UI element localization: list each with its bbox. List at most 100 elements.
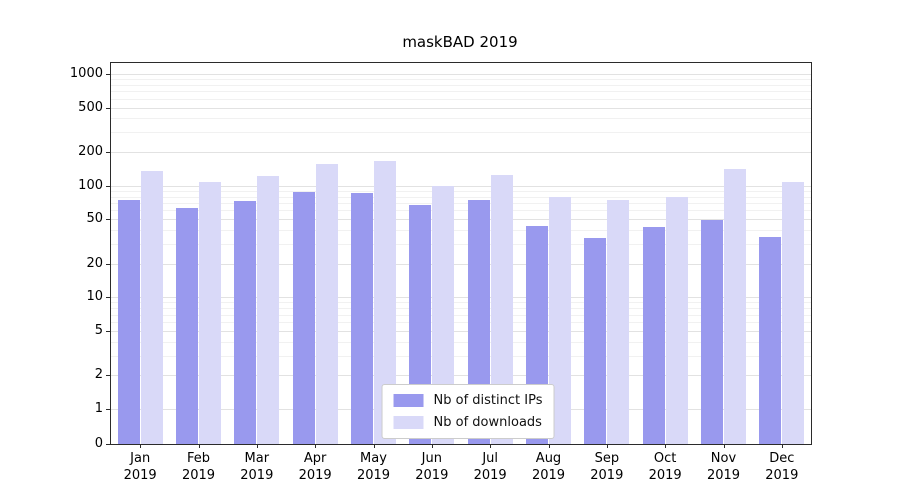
x-tick-mark — [373, 444, 375, 448]
x-tick-label: Jan 2019 — [111, 450, 169, 484]
gridline-major — [111, 107, 811, 109]
x-tick-year: 2019 — [531, 468, 566, 483]
x-tick-label: Jun 2019 — [403, 450, 461, 484]
y-tick-mark — [106, 444, 110, 445]
x-tick-label: Mar 2019 — [228, 450, 286, 484]
bar-nb-of-downloads-may — [374, 161, 396, 444]
x-tick-year: 2019 — [765, 468, 799, 483]
bar-nb-of-downloads-jul — [490, 174, 513, 444]
y-tick-label: 200 — [78, 144, 103, 160]
legend: Nb of distinct IPs Nb of downloads — [381, 384, 555, 439]
gridline-minor — [111, 308, 811, 310]
x-tick-month: Aug — [535, 451, 562, 466]
gridline-major — [111, 152, 811, 154]
y-tick-mark — [106, 185, 110, 187]
y-tick-mark — [106, 152, 110, 154]
bar-nb-of-distinct-ips-dec — [759, 236, 782, 444]
gridline-minor — [111, 190, 811, 192]
x-tick-year: 2019 — [415, 468, 449, 483]
x-tick-label: Jul 2019 — [461, 450, 519, 484]
x-tick-year: 2019 — [590, 468, 624, 483]
x-tick-month: Oct — [653, 451, 677, 466]
x-tick-year: 2019 — [240, 468, 274, 483]
x-tick-mark — [665, 444, 667, 448]
x-tick-mark — [723, 444, 725, 448]
x-tick-mark — [198, 444, 200, 448]
x-tick-month: Nov — [710, 451, 737, 466]
y-tick-mark — [106, 375, 110, 377]
gridline-minor — [111, 314, 811, 316]
x-tick-label: May 2019 — [344, 450, 402, 484]
x-tick-label: Oct 2019 — [636, 450, 694, 484]
gridline-minor — [111, 210, 811, 212]
y-tick-mark — [106, 219, 110, 221]
x-tick-year: 2019 — [473, 468, 507, 483]
x-tick-label: Apr 2019 — [286, 450, 344, 484]
x-tick-year: 2019 — [706, 468, 741, 483]
x-tick-mark — [781, 444, 783, 448]
bar-nb-of-distinct-ips-oct — [642, 226, 665, 444]
x-tick-month: Feb — [186, 451, 210, 466]
legend-entry-downloads: Nb of downloads — [393, 415, 543, 430]
gridline-major — [111, 219, 811, 221]
x-tick-year: 2019 — [123, 468, 157, 483]
x-tick-year: 2019 — [648, 468, 682, 483]
gridline-minor — [111, 196, 811, 198]
gridline-major — [111, 375, 811, 377]
bar-nb-of-distinct-ips-feb — [176, 208, 198, 444]
gridline-minor — [111, 202, 811, 204]
legend-label-distinct-ips: Nb of distinct IPs — [433, 393, 543, 408]
x-tick-year: 2019 — [298, 468, 332, 483]
gridline-major — [111, 297, 811, 299]
bars-layer — [111, 63, 811, 444]
x-tick-mark — [548, 444, 550, 448]
x-tick-mark — [140, 444, 142, 448]
gridline-minor — [111, 230, 811, 232]
bar-nb-of-downloads-jun — [432, 185, 455, 444]
y-tick-mark — [106, 263, 110, 265]
bar-nb-of-downloads-jan — [140, 171, 163, 444]
legend-swatch-downloads — [393, 416, 424, 429]
x-tick-mark — [606, 444, 608, 448]
x-tick-label: Dec 2019 — [753, 450, 811, 484]
gridline-minor — [111, 118, 811, 120]
gridline-major — [111, 185, 811, 187]
bar-nb-of-distinct-ips-jan — [117, 199, 140, 444]
y-tick-label: 50 — [86, 211, 103, 227]
legend-swatch-distinct-ips — [393, 394, 424, 407]
y-tick-mark — [106, 74, 110, 76]
bar-nb-of-distinct-ips-sep — [584, 238, 607, 444]
bar-nb-of-distinct-ips-apr — [292, 192, 315, 444]
y-tick-label: 5 — [94, 322, 103, 338]
bar-nb-of-downloads-sep — [607, 199, 630, 444]
x-tick-mark — [256, 444, 258, 448]
gridline-minor — [111, 79, 811, 81]
y-tick-mark — [106, 107, 110, 109]
gridline-minor — [111, 132, 811, 134]
gridline-minor — [111, 302, 811, 304]
y-tick-label: 500 — [78, 99, 103, 115]
x-tick-year: 2019 — [356, 468, 391, 483]
plot-area: Nb of distinct IPs Nb of downloads 0 1 2 5 1… — [70, 62, 812, 483]
x-tick-month: Jan — [130, 451, 151, 466]
bar-nb-of-downloads-nov — [724, 169, 746, 444]
y-tick-label: 1000 — [69, 66, 103, 82]
gridline-minor — [111, 322, 811, 324]
gridline-minor — [111, 84, 811, 86]
x-tick-month: Sep — [594, 451, 620, 466]
legend-entry-distinct-ips: Nb of distinct IPs — [393, 393, 543, 408]
bar-nb-of-distinct-ips-jul — [467, 200, 490, 444]
x-tick-month: Jul — [482, 451, 498, 466]
gridline-major — [111, 330, 811, 332]
bar-nb-of-downloads-mar — [257, 176, 280, 444]
y-tick-label: 1 — [94, 400, 103, 416]
x-tick-label: Sep 2019 — [578, 450, 636, 484]
x-tick-month: Apr — [303, 451, 327, 466]
x-tick-label: Feb 2019 — [169, 450, 227, 484]
x-tick-year: 2019 — [181, 468, 216, 483]
y-tick-label: 10 — [86, 289, 103, 305]
bar-nb-of-downloads-feb — [199, 181, 221, 444]
bar-nb-of-distinct-ips-may — [351, 193, 373, 444]
bar-nb-of-downloads-dec — [782, 181, 805, 444]
